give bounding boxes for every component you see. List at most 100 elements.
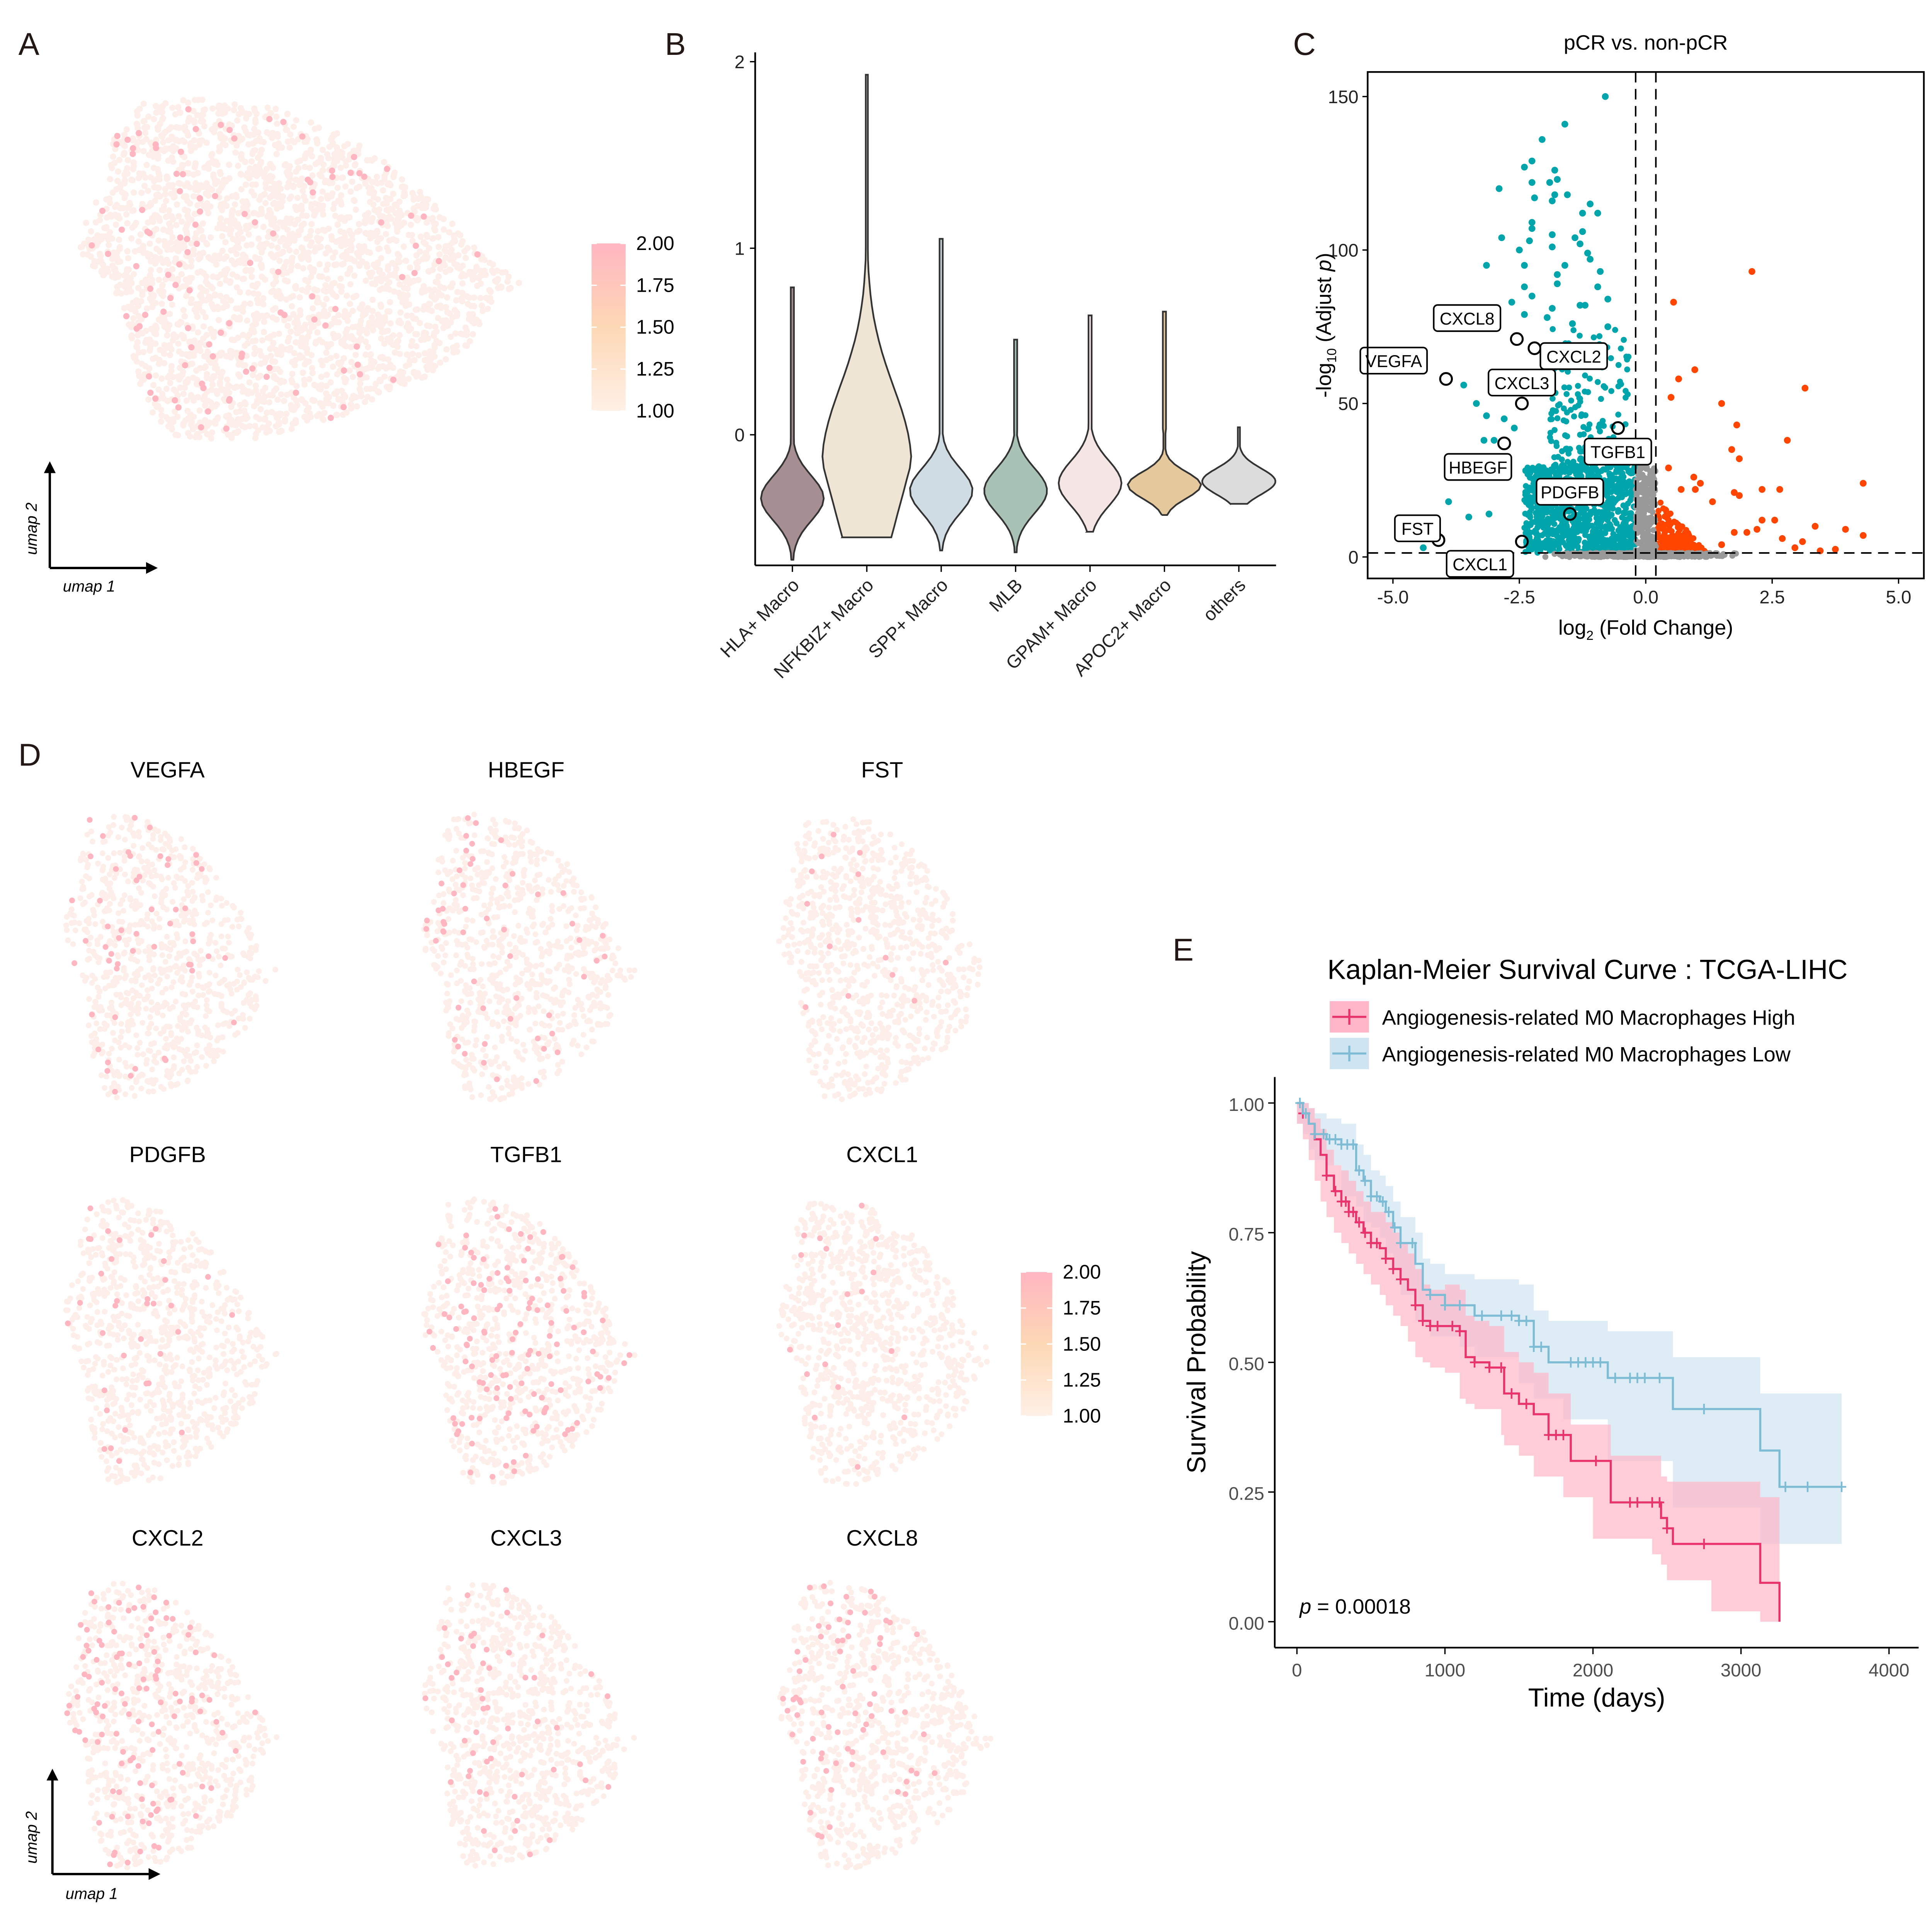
umap-cell-point — [391, 349, 398, 356]
panel-a-umap-axes: umap 1 umap 2 — [22, 461, 158, 595]
umap-expressing-point — [152, 141, 159, 148]
umap-cell-point — [339, 261, 345, 268]
volcano-point — [1556, 467, 1563, 473]
umap-cell-point — [243, 198, 250, 205]
umap-cell-point — [251, 403, 257, 410]
umap-expressing-point — [275, 269, 282, 275]
volcano-point — [1523, 483, 1529, 489]
umap-cell-point — [414, 264, 421, 271]
volcano-point — [1527, 514, 1533, 520]
umap-cell-point — [303, 407, 310, 414]
volcano-point — [1580, 431, 1587, 437]
umap-cell-point — [260, 301, 267, 308]
volcano-point — [1617, 534, 1624, 541]
umap-expressing-point — [304, 176, 311, 183]
umap-cell-point — [158, 300, 165, 307]
umap-cell-point — [289, 303, 295, 310]
umap-cell-point — [170, 331, 177, 338]
umap-cell-point — [128, 280, 135, 286]
umap-cell-point — [150, 219, 156, 225]
umap-expressing-point — [129, 151, 136, 157]
umap-expressing-point — [160, 308, 167, 315]
umap-cell-point — [243, 412, 249, 418]
volcano-point — [1675, 524, 1681, 531]
umap-cell-point — [343, 311, 350, 318]
umap-cell-point — [237, 170, 244, 177]
volcano-point — [1549, 518, 1556, 525]
umap-cell-point — [208, 435, 214, 442]
umap-cell-point — [212, 181, 219, 187]
volcano-point — [1622, 491, 1629, 497]
umap-expressing-point — [182, 362, 189, 369]
umap-cell-point — [204, 206, 210, 213]
umap-cell-point — [319, 312, 326, 319]
umap-cell-point — [153, 325, 160, 332]
volcano-point — [1608, 355, 1614, 361]
umap-cell-point — [409, 238, 416, 244]
umap-cell-point — [400, 193, 407, 199]
umap-expressing-point — [133, 263, 139, 270]
umap-cell-point — [309, 268, 316, 274]
umap-cell-point — [192, 97, 198, 103]
umap-cell-point — [333, 412, 340, 418]
umap-cell-point — [376, 287, 383, 293]
umap-cell-point — [327, 355, 334, 361]
umap-cell-point — [214, 416, 221, 422]
umap-cell-point — [140, 118, 147, 125]
umap-cell-point — [140, 148, 147, 155]
umap-cell-point — [195, 187, 202, 194]
umap-cell-point — [341, 143, 348, 150]
volcano-point — [1616, 552, 1622, 558]
umap-cell-point — [396, 332, 403, 338]
umap-cell-point — [190, 352, 197, 359]
umap-expressing-point — [384, 166, 390, 172]
umap-cell-point — [406, 264, 413, 271]
umap-cell-point — [423, 250, 429, 256]
umap-cell-point — [165, 423, 172, 430]
umap-cell-point — [175, 104, 182, 111]
umap-cell-point — [374, 180, 381, 187]
umap-cell-point — [121, 283, 128, 290]
umap-cell-point — [280, 235, 286, 242]
volcano-point — [1591, 535, 1597, 542]
umap-cell-point — [170, 416, 176, 423]
umap-cell-point — [356, 221, 362, 227]
umap-cell-point — [282, 161, 289, 168]
umap-expressing-point — [147, 389, 154, 396]
umap-cell-point — [147, 343, 154, 350]
umap-cell-point — [169, 234, 176, 241]
volcano-point — [1550, 543, 1556, 550]
umap-cell-point — [183, 397, 190, 404]
volcano-point — [1532, 527, 1538, 534]
umap-cell-point — [435, 243, 442, 250]
umap-cell-point — [485, 306, 491, 312]
umap-cell-point — [323, 266, 330, 273]
volcano-point — [1586, 421, 1593, 428]
umap-cell-point — [260, 329, 267, 335]
umap-cell-point — [435, 273, 442, 280]
umap-cell-point — [354, 403, 360, 410]
umap-cell-point — [302, 197, 309, 204]
umap-cell-point — [215, 317, 222, 323]
umap-cell-point — [478, 302, 485, 309]
umap-cell-point — [293, 117, 299, 124]
umap-cell-point — [380, 355, 387, 362]
umap-a-points — [78, 96, 522, 442]
volcano-point — [1549, 395, 1556, 402]
umap-cell-point — [150, 355, 156, 362]
umap-cell-point — [414, 331, 420, 338]
umap-cell-point — [267, 352, 274, 359]
umap-cell-point — [153, 213, 160, 219]
umap-cell-point — [287, 176, 294, 182]
volcano-point — [1605, 502, 1611, 509]
umap-cell-point — [139, 292, 146, 298]
umap-cell-point — [333, 144, 340, 151]
umap-cell-point — [157, 255, 164, 262]
volcano-point — [1566, 384, 1572, 391]
umap-expressing-point — [185, 106, 192, 112]
umap-expressing-point — [184, 249, 191, 255]
umap-expressing-point — [206, 341, 213, 348]
umap-cell-point — [242, 342, 248, 349]
umap-cell-point — [112, 265, 119, 272]
umap-cell-point — [212, 403, 218, 410]
